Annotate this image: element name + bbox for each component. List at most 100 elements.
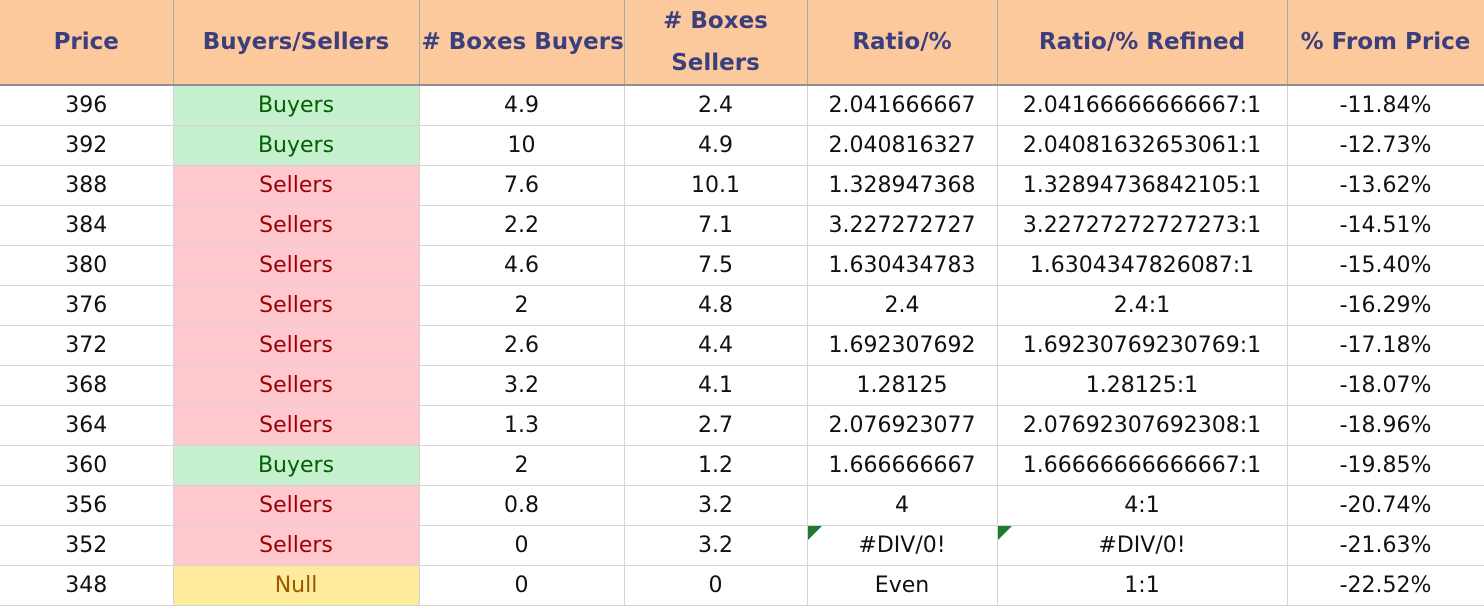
ratio-cell[interactable]: Even: [807, 565, 998, 606]
ratio-refined-cell[interactable]: #DIV/0!: [997, 525, 1288, 566]
boxes-sellers-cell[interactable]: 2.7: [624, 405, 808, 446]
boxes-buyers-cell[interactable]: 2: [419, 445, 625, 486]
side-cell[interactable]: Sellers: [173, 325, 420, 366]
side-cell[interactable]: Sellers: [173, 525, 420, 566]
from-price-cell[interactable]: -16.29%: [1287, 285, 1484, 326]
header-boxes-buyers[interactable]: # Boxes Buyers: [419, 0, 625, 86]
ratio-refined-cell[interactable]: 3.22727272727273:1: [997, 205, 1288, 246]
boxes-buyers-cell[interactable]: 4.6: [419, 245, 625, 286]
boxes-buyers-cell[interactable]: 7.6: [419, 165, 625, 206]
price-cell[interactable]: 388: [0, 165, 174, 206]
boxes-sellers-cell[interactable]: 4.1: [624, 365, 808, 406]
side-cell[interactable]: Null: [173, 565, 420, 606]
ratio-refined-cell[interactable]: 2.04081632653061:1: [997, 125, 1288, 166]
ratio-refined-cell[interactable]: 1.28125:1: [997, 365, 1288, 406]
boxes-sellers-cell[interactable]: 4.8: [624, 285, 808, 326]
from-price-cell[interactable]: -11.84%: [1287, 85, 1484, 126]
boxes-sellers-cell[interactable]: 0: [624, 565, 808, 606]
price-cell[interactable]: 348: [0, 565, 174, 606]
header-from-price[interactable]: % From Price: [1287, 0, 1484, 86]
ratio-refined-cell[interactable]: 2.04166666666667:1: [997, 85, 1288, 126]
ratio-refined-cell[interactable]: 1.6304347826087:1: [997, 245, 1288, 286]
ratio-cell[interactable]: #DIV/0!: [807, 525, 998, 566]
boxes-sellers-cell[interactable]: 3.2: [624, 525, 808, 566]
ratio-cell[interactable]: 1.630434783: [807, 245, 998, 286]
ratio-refined-cell[interactable]: 1.66666666666667:1: [997, 445, 1288, 486]
side-cell[interactable]: Sellers: [173, 485, 420, 526]
boxes-sellers-cell[interactable]: 3.2: [624, 485, 808, 526]
ratio-cell[interactable]: 2.041666667: [807, 85, 998, 126]
from-price-cell[interactable]: -14.51%: [1287, 205, 1484, 246]
boxes-sellers-cell[interactable]: 4.9: [624, 125, 808, 166]
price-cell[interactable]: 392: [0, 125, 174, 166]
boxes-sellers-cell[interactable]: 7.5: [624, 245, 808, 286]
error-indicator-icon[interactable]: [807, 526, 822, 540]
price-cell[interactable]: 364: [0, 405, 174, 446]
header-ratio[interactable]: Ratio/%: [807, 0, 998, 86]
from-price-cell[interactable]: -13.62%: [1287, 165, 1484, 206]
side-cell[interactable]: Sellers: [173, 405, 420, 446]
boxes-sellers-cell[interactable]: 7.1: [624, 205, 808, 246]
from-price-cell[interactable]: -17.18%: [1287, 325, 1484, 366]
side-cell[interactable]: Buyers: [173, 445, 420, 486]
from-price-cell[interactable]: -15.40%: [1287, 245, 1484, 286]
from-price-cell[interactable]: -12.73%: [1287, 125, 1484, 166]
from-price-cell[interactable]: -19.85%: [1287, 445, 1484, 486]
side-cell[interactable]: Sellers: [173, 365, 420, 406]
boxes-buyers-cell[interactable]: 10: [419, 125, 625, 166]
boxes-buyers-cell[interactable]: 3.2: [419, 365, 625, 406]
boxes-sellers-cell[interactable]: 10.1: [624, 165, 808, 206]
ratio-cell[interactable]: 1.328947368: [807, 165, 998, 206]
boxes-sellers-cell[interactable]: 4.4: [624, 325, 808, 366]
ratio-refined-cell[interactable]: 1:1: [997, 565, 1288, 606]
ratio-cell[interactable]: 3.227272727: [807, 205, 998, 246]
error-indicator-icon[interactable]: [997, 526, 1012, 540]
ratio-cell[interactable]: 4: [807, 485, 998, 526]
header-buyers-sellers[interactable]: Buyers/Sellers: [173, 0, 420, 86]
ratio-cell[interactable]: 1.692307692: [807, 325, 998, 366]
price-cell[interactable]: 380: [0, 245, 174, 286]
ratio-refined-cell[interactable]: 4:1: [997, 485, 1288, 526]
price-cell[interactable]: 376: [0, 285, 174, 326]
price-cell[interactable]: 372: [0, 325, 174, 366]
price-cell[interactable]: 396: [0, 85, 174, 126]
ratio-cell[interactable]: 1.666666667: [807, 445, 998, 486]
ratio-refined-cell[interactable]: 1.69230769230769:1: [997, 325, 1288, 366]
header-ratio-refined[interactable]: Ratio/% Refined: [997, 0, 1288, 86]
ratio-refined-cell[interactable]: 2.4:1: [997, 285, 1288, 326]
side-cell[interactable]: Sellers: [173, 285, 420, 326]
ratio-refined-cell[interactable]: 2.07692307692308:1: [997, 405, 1288, 446]
ratio-cell[interactable]: 2.040816327: [807, 125, 998, 166]
price-cell[interactable]: 384: [0, 205, 174, 246]
boxes-buyers-cell[interactable]: 1.3: [419, 405, 625, 446]
boxes-sellers-cell[interactable]: 1.2: [624, 445, 808, 486]
from-price-cell[interactable]: -18.07%: [1287, 365, 1484, 406]
header-boxes-sellers[interactable]: # Boxes Sellers: [624, 0, 808, 86]
side-cell[interactable]: Sellers: [173, 165, 420, 206]
header-price[interactable]: Price: [0, 0, 174, 86]
ratio-cell[interactable]: 1.28125: [807, 365, 998, 406]
boxes-buyers-cell[interactable]: 2.6: [419, 325, 625, 366]
boxes-sellers-cell[interactable]: 2.4: [624, 85, 808, 126]
side-cell[interactable]: Sellers: [173, 245, 420, 286]
price-cell[interactable]: 356: [0, 485, 174, 526]
boxes-buyers-cell[interactable]: 0: [419, 565, 625, 606]
boxes-buyers-cell[interactable]: 2: [419, 285, 625, 326]
ratio-cell[interactable]: 2.4: [807, 285, 998, 326]
price-cell[interactable]: 352: [0, 525, 174, 566]
boxes-buyers-cell[interactable]: 4.9: [419, 85, 625, 126]
ratio-cell[interactable]: 2.076923077: [807, 405, 998, 446]
side-cell[interactable]: Buyers: [173, 85, 420, 126]
from-price-cell[interactable]: -21.63%: [1287, 525, 1484, 566]
boxes-buyers-cell[interactable]: 0.8: [419, 485, 625, 526]
price-cell[interactable]: 368: [0, 365, 174, 406]
ratio-refined-cell[interactable]: 1.32894736842105:1: [997, 165, 1288, 206]
side-cell[interactable]: Sellers: [173, 205, 420, 246]
from-price-cell[interactable]: -20.74%: [1287, 485, 1484, 526]
boxes-buyers-cell[interactable]: 0: [419, 525, 625, 566]
boxes-buyers-cell[interactable]: 2.2: [419, 205, 625, 246]
side-cell[interactable]: Buyers: [173, 125, 420, 166]
price-cell[interactable]: 360: [0, 445, 174, 486]
from-price-cell[interactable]: -22.52%: [1287, 565, 1484, 606]
from-price-cell[interactable]: -18.96%: [1287, 405, 1484, 446]
